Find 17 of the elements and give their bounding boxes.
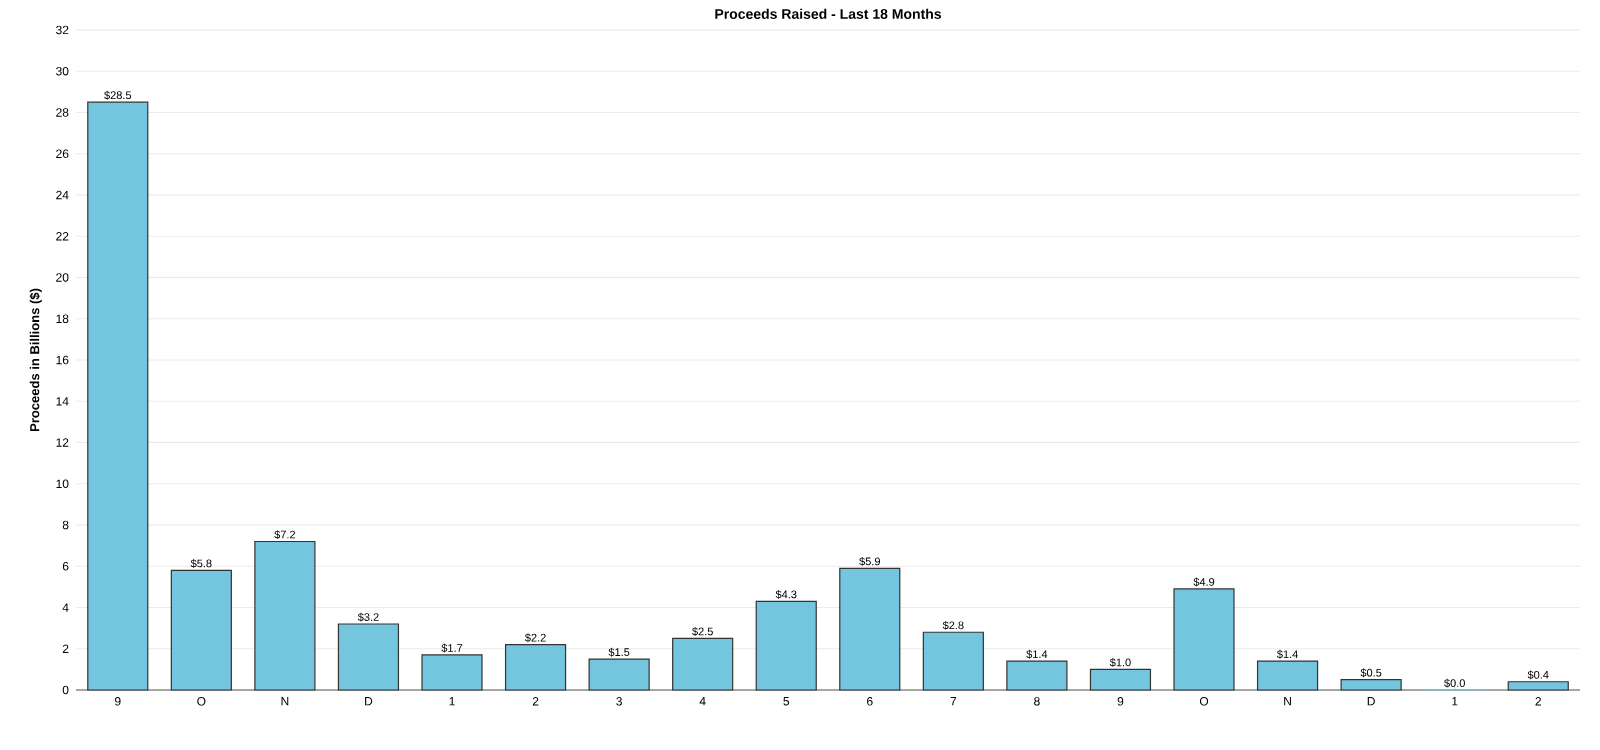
bar <box>1507 681 1569 691</box>
bar <box>1256 660 1319 691</box>
bar <box>170 569 232 691</box>
bar <box>504 644 567 691</box>
bar <box>87 101 149 691</box>
bar <box>588 658 650 691</box>
bar <box>1173 588 1235 691</box>
bar <box>672 637 734 691</box>
bar <box>1006 660 1068 691</box>
bar <box>1089 668 1152 691</box>
bar <box>421 654 483 691</box>
bar <box>1340 679 1402 691</box>
bar <box>755 600 817 691</box>
bar <box>839 567 901 691</box>
bar <box>254 540 316 691</box>
bar <box>922 631 984 691</box>
bar <box>337 623 400 691</box>
